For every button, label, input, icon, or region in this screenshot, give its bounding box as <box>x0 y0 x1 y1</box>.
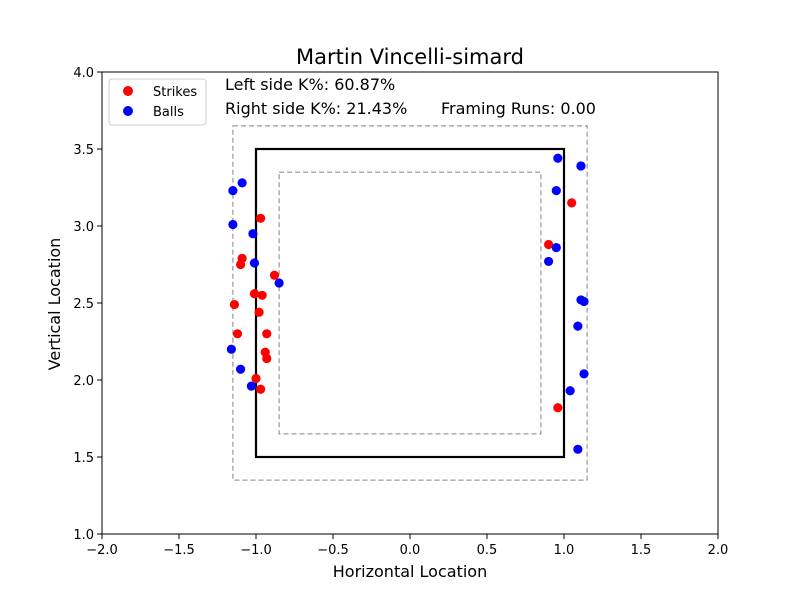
strikes-point <box>251 373 261 384</box>
strikes-point <box>249 289 260 299</box>
x-tick-label: −1.5 <box>163 543 195 558</box>
balls-point <box>248 229 258 239</box>
legend-balls-label: Balls <box>153 105 184 120</box>
balls-point <box>226 344 236 354</box>
legend-box <box>108 78 207 126</box>
legend: Strikes Balls <box>108 78 207 126</box>
strikes-point <box>567 198 577 208</box>
x-axis: −2.0 −1.5 −1.0 −0.5 0.0 0.5 1.0 1.5 2.0 <box>86 534 728 558</box>
balls-point <box>573 444 583 454</box>
balls-point <box>274 278 284 288</box>
chart-title: Martin Vincelli-simard <box>296 45 524 69</box>
legend-strikes-label: Strikes <box>153 85 197 100</box>
x-tick-label: 1.5 <box>631 543 652 558</box>
legend-balls-marker <box>123 106 133 116</box>
balls-point <box>237 178 247 188</box>
x-tick-label: −0.5 <box>317 543 349 558</box>
balls-point <box>565 386 575 396</box>
annotation-framing-runs: Framing Runs: 0.00 <box>441 99 596 118</box>
balls-point <box>228 219 238 230</box>
strikes-point <box>256 213 266 223</box>
y-tick-label: 3.0 <box>73 220 94 235</box>
strikes-point <box>254 307 264 317</box>
balls-point <box>551 242 561 253</box>
x-axis-label: Horizontal Location <box>333 562 487 581</box>
balls-point <box>249 258 260 268</box>
y-tick-label: 2.0 <box>73 374 94 389</box>
x-tick-label: −2.0 <box>86 543 118 558</box>
balls-point <box>579 369 589 379</box>
x-tick-label: 0.0 <box>400 543 421 558</box>
strikes-point <box>257 290 267 300</box>
strikes-point <box>236 259 246 270</box>
strikes-point <box>256 384 266 394</box>
x-tick-label: 1.0 <box>554 543 575 558</box>
strikes-point <box>262 353 272 364</box>
x-tick-label: 0.5 <box>477 543 498 558</box>
strikes-point <box>544 239 554 250</box>
balls-point <box>544 256 554 267</box>
balls-point <box>236 364 246 374</box>
y-tick-label: 3.5 <box>73 143 94 158</box>
balls-point <box>228 185 238 196</box>
y-axis: 1.0 1.5 2.0 2.5 3.0 3.5 4.0 <box>73 66 102 543</box>
y-tick-label: 4.0 <box>73 66 94 81</box>
inner-zone <box>278 171 542 435</box>
annotation-right-k: Right side K%: 21.43% <box>225 99 407 118</box>
balls-point <box>246 381 256 391</box>
legend-strikes-marker <box>123 86 133 96</box>
strikes-point <box>269 270 280 280</box>
balls-point <box>576 161 586 171</box>
x-tick-label: −1.0 <box>240 543 272 558</box>
balls-point <box>579 296 589 307</box>
y-tick-label: 1.5 <box>73 451 94 466</box>
balls-point <box>551 185 561 196</box>
y-tick-label: 2.5 <box>73 297 94 312</box>
balls-point <box>553 153 563 163</box>
y-tick-label: 1.0 <box>73 528 94 543</box>
y-axis-label: Vertical Location <box>45 238 64 371</box>
strikes-point <box>232 329 243 339</box>
strike-zone <box>254 147 566 459</box>
balls-point <box>573 321 583 331</box>
annotation-left-k: Left side K%: 60.87% <box>225 75 395 94</box>
strikes-point <box>262 329 272 339</box>
x-tick-label: 2.0 <box>708 543 729 558</box>
strikes-point <box>229 299 240 310</box>
data-points <box>226 153 589 454</box>
strikes-point <box>553 403 563 413</box>
